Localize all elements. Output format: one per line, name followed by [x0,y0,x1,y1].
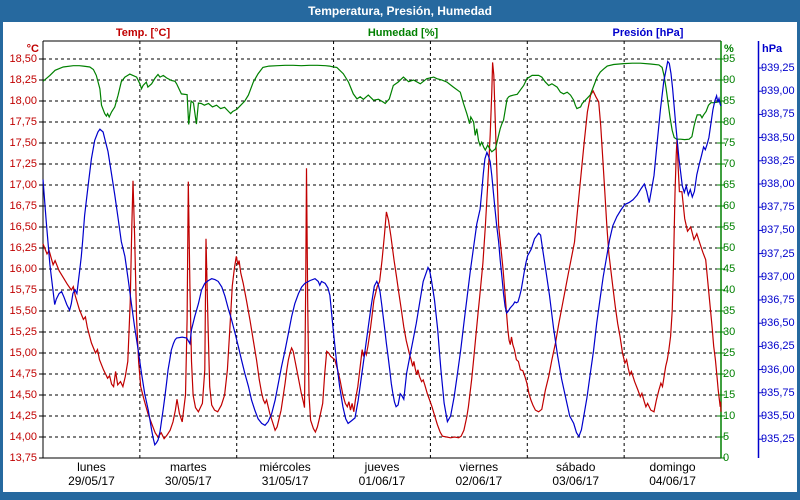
tick-label: 18,50 [9,53,37,65]
tick-label: 15,25 [9,326,37,338]
series-pres [42,60,722,447]
tick-label: 90 [723,74,736,86]
tick-label: 15 [723,389,736,401]
tick-label: 30 [723,326,736,338]
day-name: miércoles [259,460,311,474]
day-name: jueves [364,460,400,474]
tick-label: 16,50 [9,221,37,233]
tick-label: 939,00 [761,85,795,98]
day-date: 04/06/17 [649,474,696,488]
tick-label: 10 [723,410,736,422]
tick-label: 50 [723,242,736,254]
tick-label: 18,00 [9,95,37,107]
tick-label: 15,50 [9,305,37,317]
tick-label: 65 [723,179,736,191]
tick-label: 935,50 [761,410,795,422]
day-label-jueves: jueves 01/06/17 [332,460,432,488]
series-temp [42,62,722,440]
day-date: 02/06/17 [455,474,503,488]
tick-label: 14,25 [9,410,37,422]
day-name: domingo [649,460,696,474]
axis-unit-hpa: hPa [762,43,783,55]
day-label-lunes: lunes 29/05/17 [41,460,141,488]
day-label-martes: martes 30/05/17 [138,460,238,488]
tick-label: 936,00 [761,363,795,376]
tick-label: 938,50 [761,131,795,144]
tick-label: 17,25 [9,158,37,170]
tick-label: 14,50 [9,389,37,401]
tick-label: 939,25 [761,62,795,74]
tick-label: 70 [723,158,736,170]
axis-unit-celsius: °C [26,43,39,55]
tick-label: 16,75 [9,200,37,212]
tick-label: 13,75 [9,452,37,464]
tick-label: 75 [723,137,736,149]
tick-label: 17,00 [9,179,37,191]
tick-label: 937,50 [761,224,795,237]
day-label-sábado: sábado 03/06/17 [526,460,626,488]
tick-label: 45 [723,263,736,275]
tick-label: 14,00 [9,431,37,443]
tick-label: 17,50 [9,137,37,149]
day-date: 29/05/17 [68,474,115,488]
tick-label: 15,00 [9,347,37,359]
legend-humidity: Humedad [%] [367,27,439,39]
tick-label: 55 [723,221,736,233]
tick-label: 60 [723,200,736,212]
day-date: 31/05/17 [261,474,309,488]
series-hum [42,62,721,153]
tick-label: 40 [723,284,736,296]
tick-label: 935,25 [761,433,795,446]
tick-label: 936,50 [761,317,795,330]
tick-label: 85 [723,95,736,107]
tick-label: 936,25 [761,340,795,353]
tick-label: 937,75 [761,201,795,214]
tick-label: 937,00 [761,270,795,283]
day-date: 01/06/17 [358,474,406,488]
tick-label: 938,25 [761,154,795,167]
axis-unit-percent: % [724,43,734,55]
day-name: martes [169,460,207,474]
tick-label: 18,25 [9,74,37,86]
tick-label: 0 [723,452,730,464]
day-date: 03/06/17 [552,474,600,488]
tick-label: 25 [723,347,736,359]
plot-area [39,40,763,459]
window-title: Temperatura, Presión, Humedad [3,0,797,22]
tick-label: 15,75 [9,284,37,296]
tick-label: 35 [723,305,736,317]
tick-label: 937,25 [761,247,795,260]
legend-temp: Temp. [°C] [115,27,171,39]
tick-label: 16,25 [9,242,37,254]
tick-label: 938,75 [761,108,795,121]
day-label-viernes: viernes 02/06/17 [429,460,529,488]
tick-label: 14,75 [9,368,37,380]
day-name: lunes [77,460,106,474]
tick-label: 17,75 [9,116,37,128]
day-name: sábado [556,460,596,474]
tick-label: 16,00 [9,263,37,275]
day-label-domingo: domingo 04/06/17 [623,460,723,488]
day-name: viernes [459,460,499,474]
tick-label: 95 [723,53,736,65]
tick-label: 5 [723,431,730,443]
tick-label: 80 [723,116,736,128]
tick-label: 938,00 [761,178,795,190]
tick-label: 935,75 [761,386,795,399]
tick-label: 936,75 [761,294,795,306]
day-date: 30/05/17 [164,474,212,488]
legend-pressure: Presión [hPa] [612,27,684,39]
tick-label: 20 [723,368,736,380]
day-label-miércoles: miércoles 31/05/17 [235,460,335,488]
